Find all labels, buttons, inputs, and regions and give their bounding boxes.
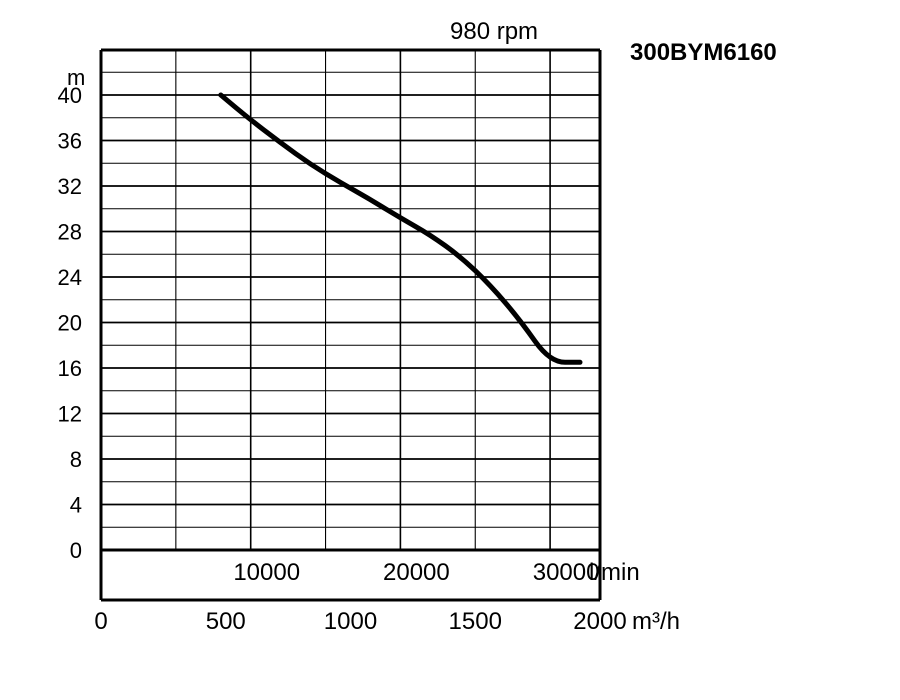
y-tick-label: 24 — [58, 265, 82, 290]
y-axis-unit: m — [67, 65, 85, 90]
curve-layer — [218, 92, 583, 365]
model-label: 300BYM6160 — [630, 39, 777, 66]
x-tick-label-lmin: 10000 — [233, 559, 300, 586]
head-flow-curve — [218, 92, 583, 365]
x-tick-label-lmin: 20000 — [383, 559, 450, 586]
y-tick-label: 20 — [58, 311, 82, 336]
x-tick-label-lmin: 30000 — [533, 559, 600, 586]
y-tick-label: 8 — [70, 447, 82, 472]
y-tick-label: 32 — [58, 174, 82, 199]
y-tick-label: 36 — [58, 129, 82, 154]
speed-label: 980 rpm — [450, 18, 538, 45]
y-tick-label: 0 — [70, 538, 82, 563]
y-tick-label: 4 — [70, 493, 82, 518]
x-axis-unit-m3h: m³/h — [632, 608, 680, 635]
x-tick-labels-lmin: 10000 20000 30000 — [233, 559, 599, 586]
x-tick-label-m3h: 0 — [94, 608, 107, 635]
grid — [99, 48, 602, 602]
x-tick-label-m3h: 1000 — [324, 608, 377, 635]
x-tick-label-m3h: 1500 — [449, 608, 502, 635]
y-tick-labels: 0 4 8 12 16 20 24 28 32 36 40 — [58, 83, 82, 563]
y-tick-label: 16 — [58, 356, 82, 381]
x-tick-label-m3h: 2000 — [573, 608, 626, 635]
x-tick-labels-m3h: 0 500 1000 1500 2000 — [94, 608, 626, 635]
y-tick-label: 28 — [58, 220, 82, 245]
x-tick-label-m3h: 500 — [206, 608, 246, 635]
x-axis-unit-lmin: l/min — [589, 559, 640, 586]
y-tick-label: 12 — [58, 402, 82, 427]
y-tick-label: 40 — [58, 83, 82, 108]
